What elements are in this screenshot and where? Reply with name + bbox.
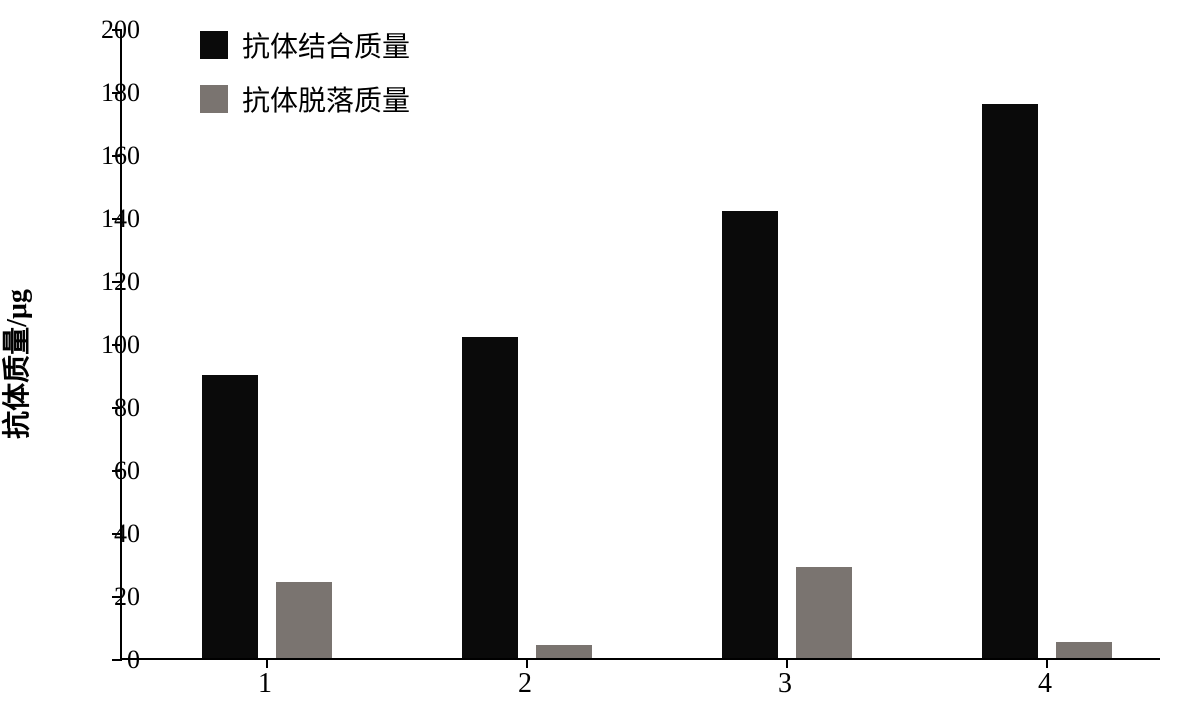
- legend-label: 抗体结合质量: [242, 25, 410, 65]
- y-tick-label: 0: [80, 645, 140, 675]
- x-tick: [1046, 658, 1048, 668]
- y-tick-label: 100: [80, 330, 140, 360]
- bar: [536, 645, 592, 658]
- y-tick-label: 80: [80, 393, 140, 423]
- bar: [1056, 642, 1112, 658]
- y-tick-label: 200: [80, 15, 140, 45]
- y-tick-label: 40: [80, 519, 140, 549]
- x-tick-label: 1: [258, 668, 272, 700]
- y-axis-label: 抗体质量/μg: [0, 289, 35, 439]
- y-tick-label: 180: [80, 78, 140, 108]
- bar: [796, 567, 852, 658]
- y-tick-label: 140: [80, 204, 140, 234]
- legend-item: 抗体脱落质量: [200, 79, 410, 119]
- legend: 抗体结合质量抗体脱落质量: [200, 25, 410, 133]
- bar: [276, 582, 332, 658]
- bar-chart: 抗体质量/μg 抗体结合质量抗体脱落质量 0 20 40 60 80 100 120 140 1…: [0, 0, 1192, 728]
- x-tick-label: 3: [778, 668, 792, 700]
- y-tick-label: 160: [80, 141, 140, 171]
- y-tick-label: 120: [80, 267, 140, 297]
- x-tick: [266, 658, 268, 668]
- x-tick-label: 4: [1038, 668, 1052, 700]
- legend-swatch: [200, 85, 228, 113]
- legend-swatch: [200, 31, 228, 59]
- bar: [202, 375, 258, 659]
- legend-label: 抗体脱落质量: [242, 79, 410, 119]
- bar: [722, 211, 778, 658]
- bar: [982, 104, 1038, 658]
- bar: [462, 337, 518, 658]
- legend-item: 抗体结合质量: [200, 25, 410, 65]
- y-tick-label: 20: [80, 582, 140, 612]
- x-tick: [786, 658, 788, 668]
- x-tick: [526, 658, 528, 668]
- x-tick-label: 2: [518, 668, 532, 700]
- y-tick-label: 60: [80, 456, 140, 486]
